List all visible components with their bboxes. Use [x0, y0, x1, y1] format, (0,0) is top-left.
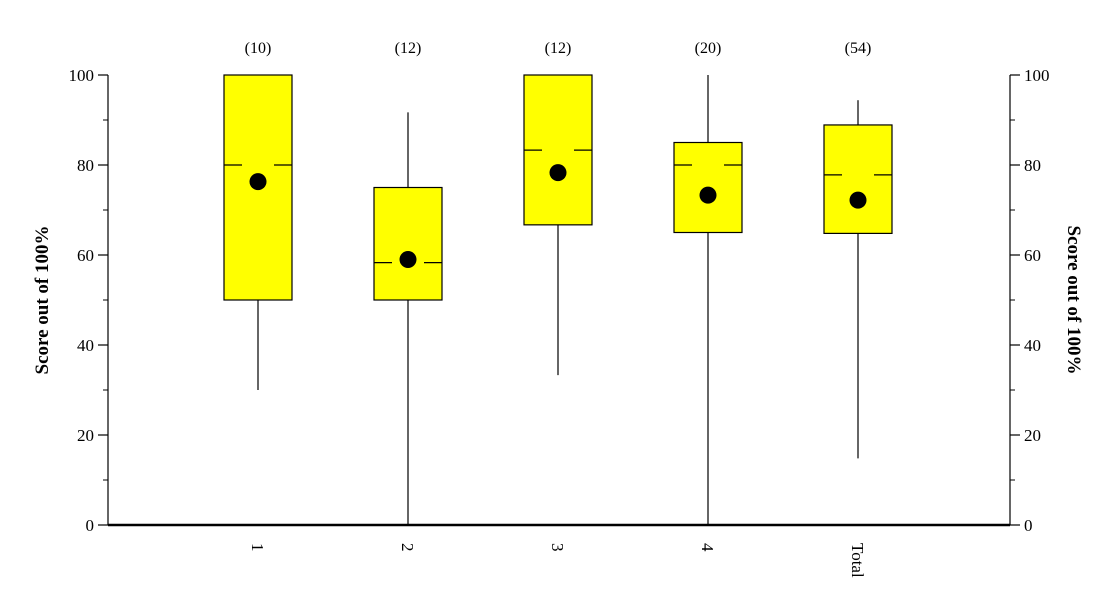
y-tick-label-left: 80 [77, 156, 94, 175]
category-label: Total [848, 543, 867, 578]
y-tick-label-left: 60 [77, 246, 94, 265]
y-tick-label-right: 60 [1024, 246, 1041, 265]
mean-marker [399, 251, 417, 268]
y-tick-label-right: 40 [1024, 336, 1041, 355]
count-label: (10) [245, 40, 272, 57]
y-tick-label-right: 80 [1024, 156, 1041, 175]
box-2: (12) 2 [373, 40, 443, 552]
box-rect [373, 186, 443, 301]
box-Total: (54) Total [823, 40, 893, 578]
count-label: (12) [545, 40, 572, 57]
mean-marker [549, 164, 567, 182]
box-1: (10) 1 [223, 40, 293, 552]
mean-marker [849, 191, 867, 209]
box-4: (20) 4 [673, 40, 743, 552]
category-label: 2 [398, 543, 417, 552]
y-axis-title-right: Score out of 100% [1063, 226, 1084, 375]
axes: 0 0 20 20 40 40 60 60 80 80 100 100 [69, 66, 1050, 535]
y-tick-label-left: 100 [69, 66, 95, 85]
y-tick-label-left: 40 [77, 336, 94, 355]
category-label: 4 [698, 543, 717, 552]
chart-labels: Score out of 100% Score out of 100% [32, 226, 1084, 375]
y-tick-label-right: 20 [1024, 426, 1041, 445]
count-label: (20) [695, 40, 722, 57]
y-axis-title-left: Score out of 100% [32, 226, 53, 375]
y-tick-label-right: 0 [1024, 516, 1033, 535]
count-label: (54) [845, 40, 872, 57]
y-tick-label-left: 20 [77, 426, 94, 445]
count-label: (12) [395, 40, 422, 57]
box-rect [823, 124, 893, 234]
mean-marker [699, 186, 717, 204]
box-series: (10) 1 (12) 2 (12) 3 (20) 4 (54) Total [223, 40, 893, 578]
y-tick-label-right: 100 [1024, 66, 1050, 85]
category-label: 1 [248, 543, 267, 552]
mean-marker [249, 173, 267, 191]
y-tick-label-left: 0 [86, 516, 95, 535]
box-3: (12) 3 [523, 40, 593, 552]
category-label: 3 [548, 543, 567, 552]
